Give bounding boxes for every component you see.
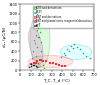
Point <box>33 62 34 63</box>
Point <box>31 58 32 59</box>
Point <box>30 64 31 65</box>
Point <box>39 32 41 33</box>
Point <box>68 50 69 52</box>
Point <box>73 44 75 45</box>
Point <box>76 46 78 47</box>
Point <box>86 55 87 57</box>
Point <box>34 25 36 26</box>
Point <box>64 52 65 54</box>
Point <box>46 61 47 62</box>
Ellipse shape <box>30 11 50 68</box>
Point <box>29 67 30 68</box>
Point <box>38 27 39 28</box>
Point <box>35 55 37 57</box>
Point <box>37 13 38 14</box>
Point <box>33 39 34 40</box>
Point <box>72 47 74 48</box>
Point <box>67 49 68 50</box>
Point <box>32 51 34 52</box>
Point <box>42 65 44 66</box>
Ellipse shape <box>28 27 43 64</box>
Ellipse shape <box>28 63 40 68</box>
Point <box>36 29 38 31</box>
Point <box>41 60 43 61</box>
Point <box>60 56 62 58</box>
Point <box>36 60 38 62</box>
Point <box>37 36 39 38</box>
Point <box>35 34 37 36</box>
Point <box>49 62 50 63</box>
Ellipse shape <box>28 56 73 68</box>
Point <box>82 52 84 53</box>
Point <box>39 59 41 61</box>
Point <box>39 36 40 38</box>
Point <box>39 22 40 24</box>
Point <box>40 41 41 43</box>
Point <box>52 63 54 64</box>
Point <box>79 49 81 50</box>
Point <box>42 60 44 61</box>
Point <box>43 67 45 68</box>
Point <box>38 18 40 19</box>
Point <box>30 63 31 65</box>
Ellipse shape <box>60 45 92 60</box>
Point <box>33 64 35 66</box>
X-axis label: T_C, T_d (°C): T_C, T_d (°C) <box>44 78 70 82</box>
Point <box>55 64 57 65</box>
Point <box>36 46 38 47</box>
Legend: KNN and derivatives, BCZT, BNT and derivatives, BNT and piezoelectric magnetite/: KNN and derivatives, BCZT, BNT and deriv… <box>33 6 93 28</box>
Point <box>32 65 33 66</box>
Point <box>58 64 60 66</box>
Point <box>64 54 66 55</box>
Point <box>40 59 42 60</box>
Point <box>61 65 63 66</box>
Point <box>38 62 39 64</box>
Point <box>40 51 42 52</box>
Point <box>89 58 90 59</box>
Point <box>35 62 37 64</box>
Point <box>30 66 32 67</box>
Point <box>70 45 71 47</box>
Y-axis label: d₃₃ (pC/N): d₃₃ (pC/N) <box>3 27 7 47</box>
Point <box>35 65 37 66</box>
Point <box>64 66 66 67</box>
Point <box>34 42 36 44</box>
Point <box>37 66 38 67</box>
